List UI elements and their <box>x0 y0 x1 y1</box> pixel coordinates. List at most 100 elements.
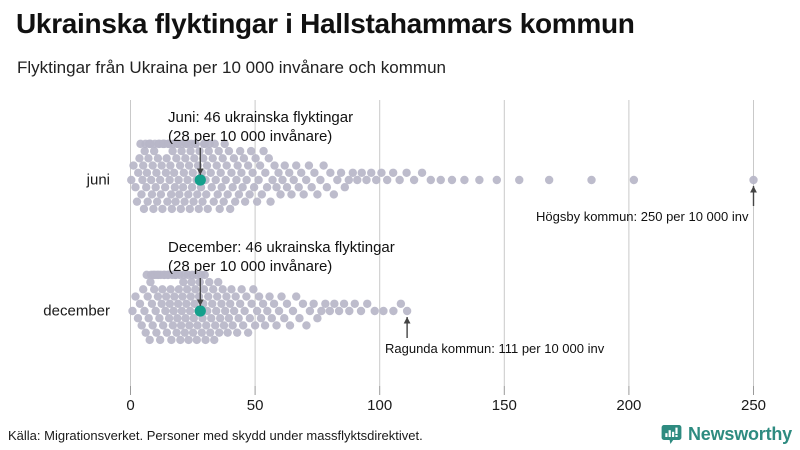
data-point <box>206 328 215 337</box>
data-point <box>211 175 220 185</box>
data-point <box>219 197 228 206</box>
data-point <box>182 299 191 308</box>
data-point <box>295 314 304 323</box>
data-point <box>208 299 217 308</box>
data-point <box>142 168 152 177</box>
data-point <box>220 139 229 149</box>
data-point <box>396 299 406 308</box>
data-point <box>255 161 265 170</box>
data-point <box>460 175 469 185</box>
data-point <box>202 161 212 170</box>
data-point <box>224 146 234 156</box>
data-point <box>137 190 146 199</box>
hogsby-callout-arrow-head <box>750 186 757 193</box>
data-point <box>265 292 274 301</box>
data-point <box>254 292 264 301</box>
data-point <box>246 146 256 156</box>
data-point <box>282 299 292 308</box>
data-point <box>198 197 207 206</box>
data-point <box>402 168 411 177</box>
data-point <box>174 175 183 185</box>
data-point <box>188 168 197 177</box>
data-point <box>153 154 163 163</box>
juni-annotation: Juni: 46 ukrainska flyktingar (28 per 10… <box>168 109 354 145</box>
data-point <box>186 292 196 301</box>
data-point <box>305 306 315 316</box>
data-point <box>370 306 379 316</box>
data-point <box>163 197 172 206</box>
data-point <box>333 175 342 185</box>
data-point <box>191 285 200 294</box>
data-point <box>329 190 339 199</box>
data-point <box>223 328 232 337</box>
data-point <box>304 161 314 170</box>
data-point <box>193 321 202 330</box>
data-point <box>261 168 270 177</box>
data-point <box>199 154 208 163</box>
hogsby-callout: Högsby kommun: 250 per 10 000 inv <box>536 209 749 224</box>
data-point <box>249 183 259 192</box>
data-point <box>221 306 230 316</box>
data-point <box>292 161 301 170</box>
data-point <box>316 175 325 185</box>
x-axis-tick-label: 250 <box>740 397 767 414</box>
data-point <box>231 292 240 301</box>
data-point <box>216 168 225 177</box>
data-point <box>218 154 227 163</box>
data-point <box>189 314 198 323</box>
data-point <box>151 183 160 192</box>
data-point <box>215 328 224 337</box>
data-point <box>336 168 346 177</box>
data-point <box>237 285 246 294</box>
data-point <box>334 306 344 316</box>
data-point <box>330 299 339 308</box>
data-point <box>280 314 289 323</box>
data-point <box>176 204 186 214</box>
data-point <box>149 285 159 294</box>
data-point <box>139 285 148 294</box>
data-point <box>264 154 274 163</box>
data-point <box>245 190 254 199</box>
data-point <box>143 292 152 301</box>
data-point <box>206 168 215 177</box>
data-point <box>234 190 244 199</box>
data-point <box>135 154 144 163</box>
data-point <box>250 321 260 330</box>
data-point <box>169 168 179 177</box>
data-point <box>243 328 253 337</box>
data-point <box>180 328 190 337</box>
data-point <box>187 183 197 192</box>
data-point <box>184 190 193 199</box>
data-point <box>195 146 204 156</box>
data-point <box>229 306 239 316</box>
data-point <box>138 175 147 185</box>
data-point <box>222 161 231 170</box>
data-point <box>192 335 201 345</box>
data-point <box>239 154 249 163</box>
data-point <box>222 292 231 301</box>
data-point <box>199 285 209 294</box>
data-point <box>140 306 149 316</box>
series-juni <box>127 139 758 214</box>
data-point <box>200 270 209 280</box>
data-point <box>310 168 319 177</box>
data-point <box>161 292 171 301</box>
data-point <box>170 183 180 192</box>
data-point <box>270 161 279 170</box>
data-point <box>201 335 210 345</box>
data-point <box>165 175 174 185</box>
data-point <box>587 175 596 185</box>
data-point <box>229 154 239 163</box>
data-point <box>388 168 398 177</box>
data-point <box>184 161 194 170</box>
data-point <box>395 175 404 185</box>
data-point <box>301 175 311 185</box>
data-point <box>262 183 272 192</box>
x-axis-tick-label: 150 <box>491 397 517 414</box>
ragunda-callout: Ragunda kommun: 111 per 10 000 inv <box>385 341 605 356</box>
x-axis-tick-label: 200 <box>616 397 642 414</box>
data-point <box>225 204 235 214</box>
data-point <box>148 161 157 170</box>
data-point <box>217 299 226 308</box>
